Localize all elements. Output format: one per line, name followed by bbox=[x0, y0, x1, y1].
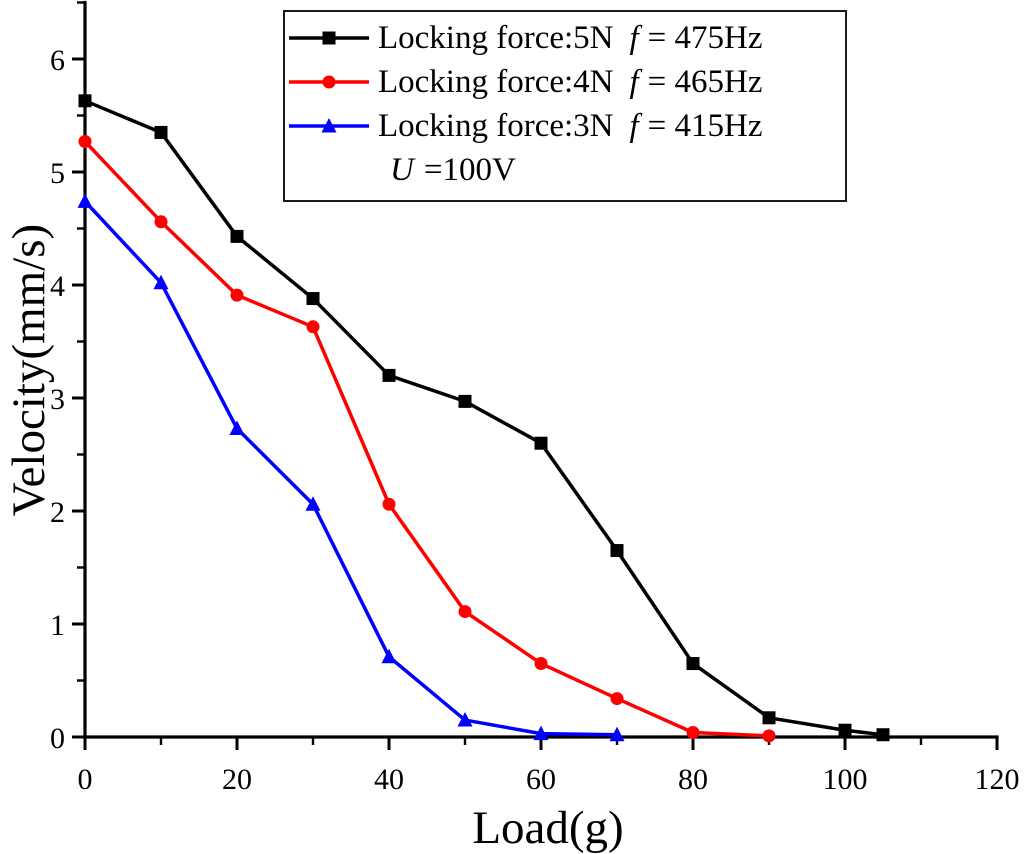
y-axis-title: Velocity(mm/s) bbox=[3, 224, 55, 516]
series-locking-force-4n-f-465hz bbox=[78, 134, 776, 743]
data-point-marker-triangle bbox=[229, 420, 245, 436]
data-point-marker-triangle bbox=[609, 726, 625, 742]
data-point-marker-triangle bbox=[321, 118, 337, 133]
x-tick-label: 40 bbox=[374, 763, 404, 796]
data-point-marker-square bbox=[458, 394, 472, 408]
legend-label: Locking force:4N bbox=[378, 63, 614, 100]
data-point-marker-triangle bbox=[153, 274, 169, 290]
x-tick-label: 80 bbox=[678, 763, 708, 796]
data-point-marker-square bbox=[534, 436, 548, 450]
series-locking-force-5n-f-475hz bbox=[78, 94, 890, 742]
data-point-marker-square bbox=[78, 94, 92, 108]
data-point-marker-circle bbox=[230, 288, 244, 302]
data-point-marker-circle bbox=[458, 605, 472, 619]
y-tick-label: 0 bbox=[50, 722, 65, 755]
series-line bbox=[84, 99, 884, 737]
data-point-marker-circle bbox=[686, 725, 700, 739]
x-tick-label: 60 bbox=[526, 763, 556, 796]
x-tick-label: 0 bbox=[78, 763, 93, 796]
legend-sample-triangle-marker bbox=[288, 113, 370, 139]
legend-item-5n: Locking force:5N f = 475Hz bbox=[288, 16, 845, 60]
voltage-annotation: U =100V bbox=[288, 148, 845, 192]
x-tick-label: 100 bbox=[823, 763, 868, 796]
y-tick-label: 6 bbox=[50, 44, 65, 77]
data-point-marker-square bbox=[382, 368, 396, 382]
data-point-marker-circle bbox=[154, 215, 168, 229]
data-point-marker-square bbox=[306, 292, 320, 306]
x-tick-label: 20 bbox=[222, 763, 252, 796]
data-point-marker-circle bbox=[322, 75, 336, 89]
frequency-value: = 415Hz bbox=[647, 107, 763, 144]
frequency-symbol: f bbox=[629, 63, 639, 100]
legend-sample-line bbox=[289, 118, 369, 133]
legend-label: Locking force:3N bbox=[378, 107, 614, 144]
y-tick-label: 4 bbox=[50, 270, 65, 303]
legend-text: Locking force:4N f = 465Hz bbox=[378, 63, 763, 100]
series-locking-force-3n-f-415hz bbox=[77, 193, 625, 742]
legend-sample-line bbox=[289, 31, 369, 45]
y-tick-label: 3 bbox=[50, 383, 65, 416]
data-point-marker-triangle bbox=[381, 648, 397, 664]
legend-item-4n: Locking force:4N f = 465Hz bbox=[288, 60, 845, 104]
data-point-marker-triangle bbox=[305, 496, 321, 511]
series-line bbox=[83, 140, 770, 738]
series-line bbox=[83, 200, 618, 737]
data-point-marker-square bbox=[230, 229, 244, 243]
data-point-marker-circle bbox=[78, 134, 92, 148]
data-point-marker-circle bbox=[382, 497, 396, 511]
data-point-marker-square bbox=[838, 723, 852, 737]
voltage-value: =100V bbox=[423, 151, 516, 188]
frequency-value: = 465Hz bbox=[647, 63, 763, 100]
data-point-marker-square bbox=[610, 544, 624, 558]
legend-box: Locking force:5N f = 475Hz Locking force:4… bbox=[283, 10, 847, 202]
voltage-symbol: U bbox=[390, 151, 414, 188]
legend-sample-square-marker bbox=[288, 25, 370, 51]
x-axis-title: Load(g) bbox=[472, 802, 623, 854]
legend-label: Locking force:5N bbox=[378, 19, 614, 56]
legend-item-3n: Locking force:3N f = 415Hz bbox=[288, 104, 845, 148]
frequency-symbol: f bbox=[629, 19, 639, 56]
frequency-symbol: f bbox=[629, 107, 639, 144]
y-tick-label: 5 bbox=[50, 157, 65, 190]
data-point-marker-square bbox=[322, 31, 336, 45]
legend-text: Locking force:3N f = 415Hz bbox=[378, 107, 763, 144]
y-tick-label: 1 bbox=[50, 609, 65, 642]
x-tick-label: 120 bbox=[975, 763, 1020, 796]
data-point-marker-circle bbox=[306, 320, 320, 334]
data-point-marker-circle bbox=[610, 692, 624, 706]
legend-sample-circle-marker bbox=[288, 69, 370, 95]
data-point-marker-circle bbox=[762, 729, 776, 743]
data-point-marker-square bbox=[154, 125, 168, 139]
data-point-marker-triangle bbox=[77, 193, 93, 208]
y-tick-label: 2 bbox=[50, 496, 65, 529]
data-point-marker-square bbox=[876, 728, 890, 742]
data-point-marker-triangle bbox=[533, 725, 549, 741]
legend-sample-line bbox=[289, 75, 369, 89]
data-point-marker-square bbox=[762, 711, 776, 725]
data-point-marker-triangle bbox=[457, 712, 473, 727]
data-point-marker-circle bbox=[534, 657, 548, 671]
legend-text: Locking force:5N f = 475Hz bbox=[378, 19, 763, 56]
data-point-marker-square bbox=[686, 657, 700, 671]
frequency-value: = 475Hz bbox=[647, 19, 763, 56]
